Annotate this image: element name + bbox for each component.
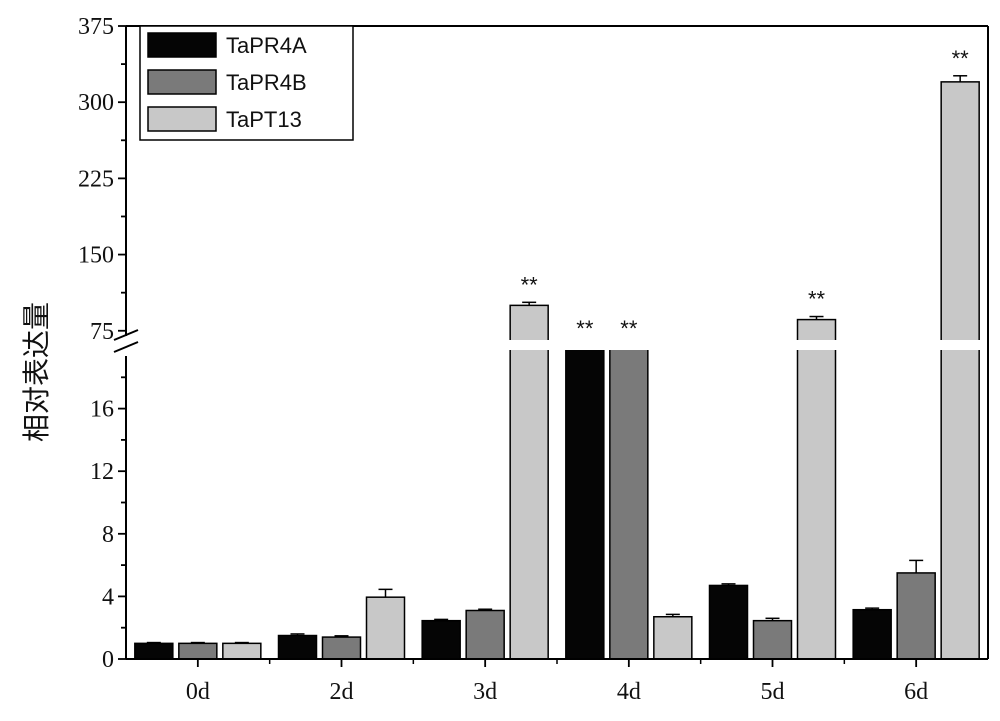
bar-TaPR4B-4d	[609, 345, 649, 660]
bar-TaPT13-6d	[940, 81, 980, 660]
legend-label-TaPR4B: TaPR4B	[226, 70, 307, 95]
x-tick-label-5d: 5d	[761, 679, 785, 705]
bar-TaPR4A-4d	[565, 345, 605, 660]
y-axis-label: 相对表达量	[20, 302, 53, 442]
significance-label: **	[521, 272, 539, 297]
significance-label: **	[808, 287, 826, 312]
legend-label-TaPT13: TaPT13	[226, 107, 302, 132]
bar-TaPR4A-6d	[852, 608, 892, 660]
y-tick-label: 4	[102, 584, 114, 610]
legend-swatch-TaPR4A	[147, 32, 217, 58]
y-tick-label: 225	[78, 166, 114, 192]
x-tick-label-4d: 4d	[617, 679, 641, 705]
y-tick-label: 375	[78, 14, 114, 40]
legend-label-TaPR4A: TaPR4A	[226, 33, 307, 58]
x-tick-label-0d: 0d	[186, 679, 210, 705]
bar-TaPR4A-5d	[708, 584, 749, 660]
bar-TaPR4A-3d	[421, 619, 461, 660]
bar-TaPR4B-2d	[321, 636, 362, 660]
y-tick-label: 150	[78, 243, 114, 269]
axis-break-band	[127, 340, 987, 350]
legend-swatch-TaPR4B	[147, 69, 217, 95]
significance-label: **	[576, 316, 594, 341]
bar-TaPR4B-3d	[465, 609, 505, 660]
y-tick-label: 12	[90, 459, 114, 485]
axis-break-mark	[113, 341, 139, 353]
significance-label: **	[620, 316, 638, 341]
bar-TaPT13-3d	[509, 304, 549, 660]
bar-TaPT13-0d	[222, 642, 262, 660]
y-tick-label: 8	[102, 522, 114, 548]
bar-TaPR4B-5d	[752, 619, 793, 660]
x-tick-label-2d: 2d	[330, 679, 354, 705]
y-tick-label: 75	[90, 319, 114, 345]
bar-TaPR4A-0d	[134, 642, 174, 660]
bar-TaPT13-4d	[653, 615, 693, 660]
bar-TaPT13-2d	[365, 596, 406, 660]
y-tick-label: 16	[90, 397, 114, 423]
legend-swatch-TaPT13	[147, 106, 217, 132]
bar-TaPR4A-2d	[277, 634, 318, 660]
bar-TaPR4B-6d	[896, 572, 936, 660]
y-tick-label: 300	[78, 90, 114, 116]
axis-break-mark	[113, 329, 139, 341]
bar-TaPR4B-0d	[178, 642, 218, 660]
x-tick-label-3d: 3d	[473, 679, 497, 705]
bar-TaPT13-5d	[796, 318, 837, 660]
x-tick-label-6d: 6d	[904, 679, 928, 705]
significance-label: **	[952, 46, 970, 71]
y-tick-label: 0	[102, 647, 114, 673]
